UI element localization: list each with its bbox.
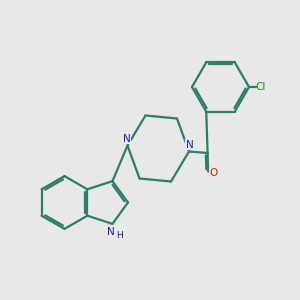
- Text: Cl: Cl: [255, 82, 266, 92]
- Text: N: N: [123, 134, 131, 144]
- Text: H: H: [116, 231, 122, 240]
- Text: N: N: [186, 140, 194, 150]
- Text: N: N: [107, 227, 115, 237]
- Text: O: O: [209, 168, 218, 178]
